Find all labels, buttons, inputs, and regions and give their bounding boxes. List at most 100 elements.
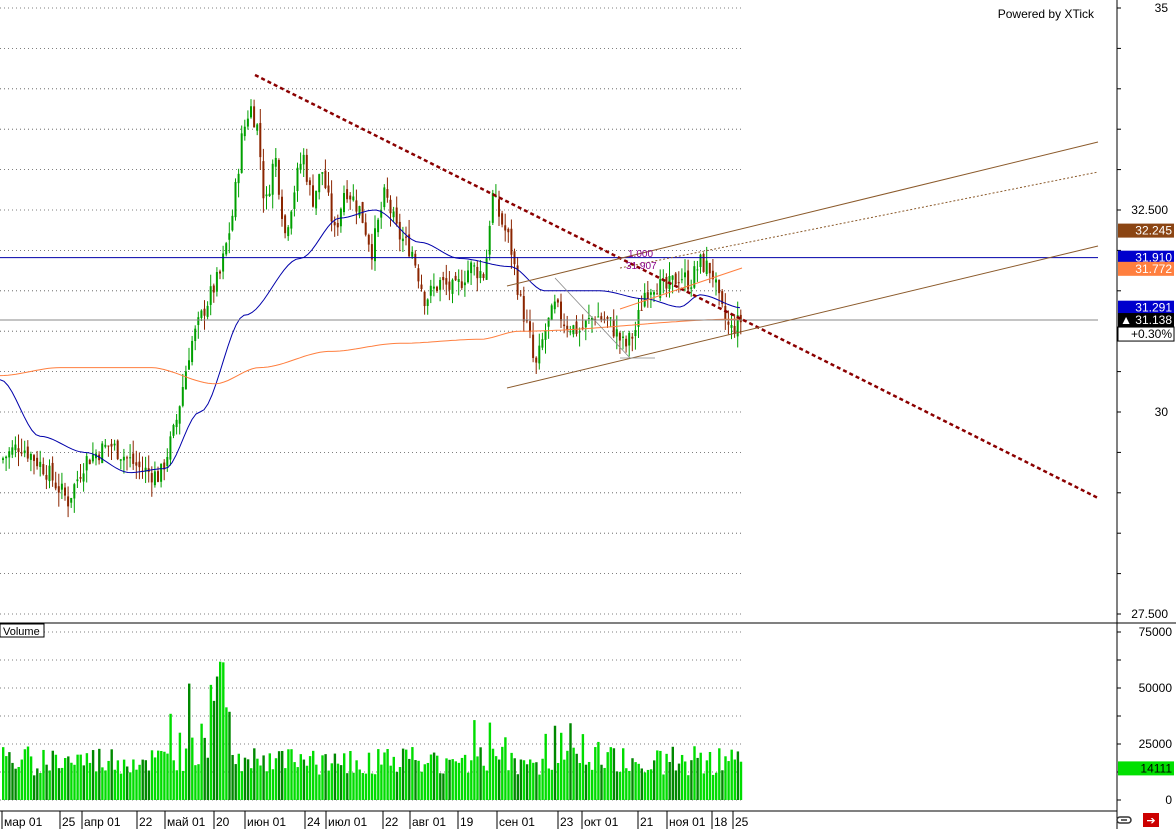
- candle-body: [501, 213, 504, 225]
- volume-bar: [408, 758, 411, 800]
- volume-bar: [181, 770, 185, 800]
- volume-bar: [132, 759, 135, 800]
- candle-body: [618, 332, 621, 341]
- exit-icon[interactable]: ➔: [1143, 813, 1159, 827]
- candle-body: [736, 315, 739, 337]
- volume-panel: [0, 631, 743, 801]
- candle-body: [271, 163, 274, 195]
- volume-bar: [169, 713, 172, 800]
- price-badge-label: 31.910: [1135, 251, 1172, 265]
- watermark: Powered by XTick: [998, 7, 1095, 21]
- volume-bar: [36, 768, 39, 800]
- candle-body: [569, 331, 572, 333]
- candle-body: [82, 473, 85, 482]
- candle-body: [702, 253, 705, 272]
- candle-body: [392, 211, 395, 218]
- volume-bar: [581, 734, 585, 800]
- volume-bar: [281, 751, 284, 800]
- volume-bar: [352, 772, 355, 800]
- volume-bar: [126, 766, 129, 800]
- volume-bar: [454, 761, 457, 800]
- candle-body: [646, 292, 649, 299]
- volume-bar: [144, 760, 147, 800]
- candle-body: [339, 208, 342, 227]
- candle-body: [460, 281, 463, 288]
- candle-body: [160, 463, 163, 482]
- volume-bar: [330, 763, 333, 800]
- volume-bar: [467, 772, 470, 800]
- volume-bar: [538, 774, 541, 800]
- volume-bar: [569, 723, 572, 800]
- candle-body: [290, 211, 293, 229]
- volume-bar: [491, 748, 495, 800]
- candle-body: [237, 173, 240, 184]
- volume-bar: [172, 760, 175, 800]
- candle-body: [684, 272, 686, 278]
- candle-body: [405, 236, 407, 238]
- candle-body: [222, 253, 225, 272]
- volume-bar: [488, 722, 492, 800]
- volume-bar: [392, 756, 395, 800]
- volume-bar: [715, 772, 718, 800]
- candle-body: [166, 456, 169, 467]
- volume-bar: [203, 737, 206, 800]
- fib-ratio-label: 1.000: [628, 249, 653, 260]
- candle-body: [144, 467, 147, 472]
- price-tick-label: 35: [1155, 1, 1169, 15]
- volume-bar: [33, 775, 36, 800]
- volume-bar: [54, 754, 58, 800]
- volume-bar: [684, 761, 687, 800]
- volume-bar: [42, 749, 45, 800]
- volume-bar: [200, 723, 203, 800]
- candle-body: [432, 286, 435, 289]
- candle-body: [153, 471, 156, 486]
- volume-bar: [696, 757, 699, 800]
- channel-mid-line: [619, 171, 1099, 269]
- candle-body: [563, 324, 566, 327]
- date-tick-label: ноя 01: [669, 815, 706, 829]
- volume-bar: [374, 774, 377, 800]
- candle-body: [188, 360, 190, 370]
- volume-bar: [383, 752, 386, 800]
- candle-body: [85, 456, 88, 471]
- volume-bar: [594, 747, 597, 800]
- candle-body: [299, 163, 302, 170]
- volume-bar: [541, 758, 544, 800]
- volume-bar: [48, 770, 51, 800]
- candle-body: [181, 387, 184, 406]
- volume-bar: [228, 711, 231, 800]
- candle-body: [312, 185, 314, 207]
- candle-body: [116, 440, 119, 460]
- channel-upper-line: [506, 141, 1099, 287]
- candle-body: [126, 457, 128, 459]
- channel-short-line: [619, 267, 743, 310]
- candle-body: [14, 444, 17, 451]
- candle-body: [132, 453, 135, 464]
- volume-bar: [5, 756, 8, 800]
- candle-body: [653, 292, 655, 295]
- candle-body: [169, 436, 172, 460]
- candle-body: [631, 336, 634, 339]
- candle-body: [448, 281, 451, 290]
- link-icon[interactable]: [1116, 813, 1132, 827]
- volume-bar: [597, 741, 600, 800]
- candle-body: [535, 357, 538, 363]
- candle-body: [333, 222, 336, 226]
- volume-bar: [572, 747, 575, 800]
- candle-body: [219, 271, 221, 274]
- volume-bar: [51, 750, 54, 800]
- candle-body: [516, 265, 519, 295]
- volume-bar: [343, 753, 346, 800]
- volume-bar: [736, 751, 740, 800]
- volume-bar: [284, 768, 287, 800]
- candle-body: [231, 215, 234, 231]
- candle-body: [163, 462, 166, 470]
- candle-body: [138, 461, 141, 468]
- candle-body: [538, 345, 541, 364]
- down-trendline: [254, 73, 1099, 500]
- volume-bar: [147, 770, 151, 800]
- volume-bar: [26, 746, 30, 800]
- volume-bar: [296, 767, 299, 800]
- candle-body: [705, 260, 708, 274]
- volume-bar: [494, 756, 498, 800]
